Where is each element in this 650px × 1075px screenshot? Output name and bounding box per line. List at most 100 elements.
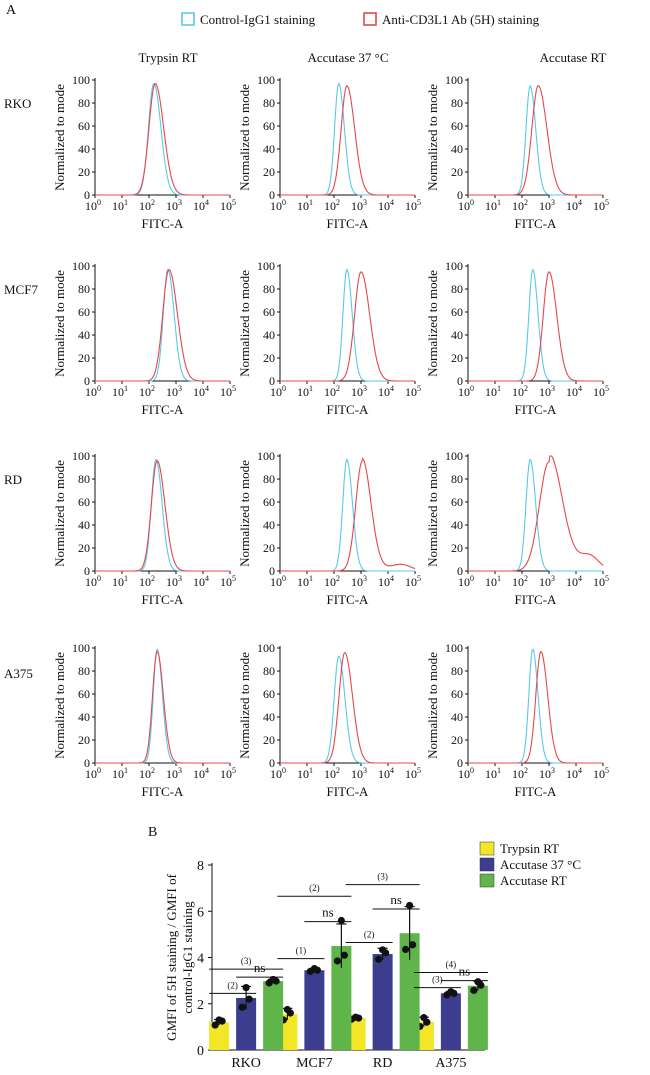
y-tick-label: 100	[257, 73, 275, 87]
data-point	[333, 957, 341, 965]
y-tick-label: 0	[84, 756, 90, 770]
data-point	[242, 983, 250, 992]
y-tick-label: 0	[457, 188, 463, 202]
category-label: MCF7	[296, 1056, 333, 1071]
y-tick-label: 20	[78, 541, 90, 555]
cell-line-label-2: RD	[4, 472, 22, 487]
y-tick-label: 2	[197, 998, 204, 1013]
y-tick-label: 100	[72, 641, 90, 655]
y-tick-label: 60	[451, 119, 463, 133]
y-tick-label: 40	[78, 518, 90, 532]
y-tick-label: 80	[451, 664, 463, 678]
legend-swatch	[479, 841, 495, 856]
control-histogram-line	[468, 268, 603, 382]
y-tick-label: 0	[457, 374, 463, 388]
bar	[304, 970, 325, 1050]
histogram-plot: 0 20 40 60 80 100 100 101 102 103 104 105 FITC-A Norm…	[425, 641, 609, 799]
x-tick-label: 103	[351, 574, 367, 589]
x-tick-label: 100	[270, 384, 286, 399]
histogram-plot: 0 20 40 60 80 100 100 101 102 103 104 105 FITC-A Norm…	[425, 73, 609, 231]
y-tick-label: 80	[78, 472, 90, 486]
histogram-plot: 0 20 40 60 80 100 100 101 102 103 104 105 FITC-A Norm…	[52, 259, 236, 417]
anti-cd3l1-histogram-line	[280, 85, 415, 196]
bar	[331, 945, 352, 1050]
y-tick-label: 80	[263, 96, 275, 110]
x-tick-label: 105	[405, 384, 421, 399]
x-axis-label: FITC-A	[142, 592, 185, 607]
x-tick-label: 102	[139, 198, 155, 213]
bar	[440, 993, 461, 1050]
y-tick-label: 60	[451, 305, 463, 319]
data-point	[352, 1013, 360, 1021]
panel-a-legend: Control-IgG1 staining Anti-CD3L1 Ab (5H)…	[181, 12, 540, 27]
control-histogram-line	[280, 458, 415, 572]
x-tick-label: 100	[270, 766, 286, 781]
x-tick-label: 105	[220, 766, 236, 781]
legend-label-anti: Anti-CD3L1 Ab (5H) staining	[382, 12, 540, 27]
anti-cd3l1-histogram-line	[280, 651, 415, 764]
anti-cd3l1-histogram-line	[468, 271, 603, 382]
x-tick-label: 104	[378, 384, 394, 399]
condition-title-2: Accutase RT	[540, 50, 607, 65]
significance-label-count: (4)	[446, 960, 457, 970]
y-tick-label: 0	[269, 756, 275, 770]
condition-title-1: Accutase 37 °C	[307, 50, 388, 65]
anti-cd3l1-histogram-line	[468, 85, 603, 196]
bar	[263, 981, 284, 1050]
y-tick-label: 40	[263, 710, 275, 724]
anti-cd3l1-histogram-line	[95, 460, 230, 572]
x-axis-label: FITC-A	[142, 216, 185, 231]
histogram-plot: 0 20 40 60 80 100 100 101 102 103 104 105 FITC-A Norm…	[237, 641, 421, 799]
x-tick-label: 104	[566, 198, 582, 213]
category-label: RKO	[231, 1056, 261, 1071]
control-histogram-line	[95, 82, 230, 196]
y-tick-label: 20	[263, 733, 275, 747]
x-tick-label: 105	[593, 384, 609, 399]
significance-label-count: (2)	[227, 980, 238, 990]
bar	[372, 954, 393, 1050]
y-axis-label: Normalized to mode	[425, 460, 440, 567]
x-tick-label: 104	[378, 766, 394, 781]
y-tick-label: 40	[78, 710, 90, 724]
y-axis-label: Normalized to mode	[52, 84, 67, 191]
y-tick-label: 60	[451, 687, 463, 701]
x-axis-label: FITC-A	[515, 216, 558, 231]
y-tick-label: 80	[78, 96, 90, 110]
significance-label-count: (2)	[364, 929, 375, 939]
panel-b-label: B	[148, 825, 157, 840]
x-tick-label: 104	[193, 384, 209, 399]
x-tick-label: 104	[193, 198, 209, 213]
y-tick-label: 20	[263, 541, 275, 555]
condition-title-0: Trypsin RT	[138, 50, 197, 65]
data-point	[379, 946, 387, 954]
x-tick-label: 105	[220, 384, 236, 399]
y-tick-label: 0	[84, 564, 90, 578]
data-point	[337, 916, 345, 925]
x-axis-label: FITC-A	[515, 784, 558, 799]
control-histogram-line	[95, 458, 230, 572]
y-tick-label: 80	[78, 282, 90, 296]
condition-titles: Trypsin RT Accutase 37 °C Accutase RT	[138, 50, 606, 65]
x-tick-label: 105	[593, 198, 609, 213]
control-histogram-line	[468, 84, 603, 196]
control-histogram-line	[280, 655, 415, 764]
x-tick-label: 100	[85, 384, 101, 399]
x-tick-label: 101	[112, 766, 128, 781]
anti-cd3l1-histogram-line	[280, 271, 415, 382]
x-tick-label: 100	[458, 198, 474, 213]
y-tick-label: 60	[78, 305, 90, 319]
significance-label-count: (1)	[296, 946, 307, 956]
y-tick-label: 100	[72, 73, 90, 87]
data-point	[283, 1005, 291, 1014]
x-tick-label: 100	[85, 574, 101, 589]
x-tick-label: 105	[220, 574, 236, 589]
x-tick-label: 105	[405, 766, 421, 781]
x-tick-label: 102	[324, 574, 340, 589]
legend-swatch	[479, 873, 495, 888]
cell-line-label-0: RKO	[4, 96, 31, 111]
x-tick-label: 101	[297, 574, 313, 589]
x-tick-label: 105	[593, 766, 609, 781]
y-tick-label: 20	[451, 541, 463, 555]
y-tick-label: 20	[451, 351, 463, 365]
y-axis-label: Normalized to mode	[425, 84, 440, 191]
